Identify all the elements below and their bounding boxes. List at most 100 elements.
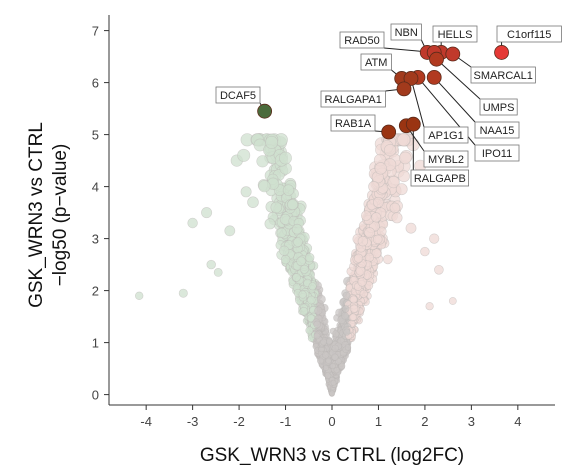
scatter-point (395, 183, 408, 196)
point-label-box (474, 121, 520, 139)
y-tick-label: 6 (92, 76, 99, 91)
y-tick-label: 2 (92, 284, 99, 299)
point-label-box (339, 31, 385, 49)
scatter-point (292, 273, 301, 282)
scatter-point (328, 390, 336, 397)
point-label: MYBL2 (428, 154, 464, 166)
point-label: ATM (365, 57, 387, 69)
scatter-point (349, 304, 359, 313)
y-tick-label: 0 (92, 388, 99, 403)
scatter-point (306, 295, 316, 305)
scatter-point (206, 259, 216, 270)
scatter-point (429, 233, 440, 244)
point-label: DCAF5 (220, 90, 256, 102)
scatter-point (258, 180, 271, 193)
scatter-point (387, 176, 400, 189)
point-label: HELLS (438, 29, 473, 41)
scatter-point (178, 288, 188, 298)
scatter-point (342, 305, 350, 313)
scatter-point (330, 379, 337, 386)
point-label-box (479, 98, 518, 116)
point-label: NBN (395, 27, 418, 39)
y-axis-title-line1: GSK_WRN3 vs CTRL (26, 122, 47, 308)
y-tick-label: 4 (92, 180, 99, 195)
scatter-points-layer (135, 133, 457, 397)
scatter-point (213, 267, 223, 277)
y-tick-label: 3 (92, 232, 99, 247)
y-tick-label: 1 (92, 336, 99, 351)
scatter-point (316, 357, 324, 365)
scatter-point (357, 236, 369, 247)
scatter-point (265, 135, 279, 149)
scatter-point (308, 282, 317, 291)
scatter-point (368, 181, 380, 193)
scatter-point (349, 313, 358, 321)
scatter-point (305, 252, 315, 263)
point-label-box (423, 150, 469, 168)
highlighted-point (426, 70, 442, 85)
scatter-point (291, 223, 303, 235)
scatter-point (342, 291, 351, 300)
x-tick-label: -3 (187, 414, 199, 429)
scatter-point (372, 196, 384, 208)
highlighted-point (445, 46, 461, 62)
highlighted-point (494, 45, 509, 60)
scatter-point (331, 353, 339, 361)
scatter-point (256, 155, 269, 168)
x-tick-label: 0 (328, 414, 335, 429)
point-label-box (470, 66, 536, 84)
scatter-point (316, 294, 326, 304)
scatter-point (382, 254, 393, 265)
scatter-point (343, 328, 351, 336)
scatter-point (384, 144, 397, 157)
scatter-point (349, 295, 358, 304)
x-tick-label: 1 (375, 414, 382, 429)
scatter-point (338, 362, 346, 370)
point-label-box (330, 114, 376, 132)
scatter-point (333, 367, 340, 374)
scatter-point (448, 297, 457, 305)
point-label: C1orf115 (507, 29, 551, 41)
scatter-point (299, 306, 309, 316)
point-label-box (360, 53, 392, 71)
highlighted-point (403, 71, 419, 86)
label-connector (436, 58, 481, 100)
scatter-point (135, 291, 144, 300)
x-tick-label: 4 (514, 414, 521, 429)
point-label: RAB1A (335, 118, 372, 130)
scatter-point (279, 245, 290, 256)
scatter-point (305, 326, 314, 335)
highlighted-point (405, 116, 421, 132)
scatter-point (420, 246, 430, 257)
scatter-point (296, 256, 306, 267)
point-label: RALGAPB (414, 173, 466, 185)
scatter-point (282, 184, 295, 196)
x-tick-label: -2 (233, 414, 245, 429)
point-label-box (320, 90, 386, 108)
scatter-point (314, 306, 323, 315)
scatter-point (398, 170, 410, 183)
highlighted-point (257, 103, 273, 119)
scatter-point (359, 289, 368, 298)
scatter-point (325, 357, 332, 364)
point-label: IPO11 (482, 148, 512, 160)
scatter-point (322, 364, 329, 371)
scatter-point (324, 372, 332, 379)
scatter-point (344, 344, 352, 351)
scatter-point (389, 202, 401, 214)
scatter-point (372, 234, 383, 245)
highlighted-point (396, 81, 412, 97)
scatter-point (405, 222, 417, 234)
scatter-point (293, 237, 303, 247)
point-label-box (474, 144, 520, 162)
point-label-box (432, 25, 478, 43)
point-label: AP1G1 (428, 130, 463, 142)
scatter-point (201, 207, 213, 219)
x-tick-label: 3 (468, 414, 475, 429)
scatter-point (279, 151, 292, 165)
axis-ticks-layer: -4 -3 -2 -1 0 1 2 3 4 0 1 2 3 4 5 6 7 (92, 24, 522, 429)
scatter-point (371, 248, 382, 259)
point-label-box (390, 23, 422, 41)
point-label: RAD50 (344, 35, 379, 47)
